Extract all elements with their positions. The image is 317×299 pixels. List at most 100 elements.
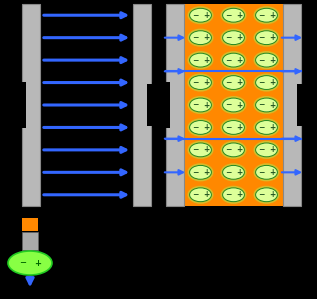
Ellipse shape <box>256 143 277 157</box>
Ellipse shape <box>190 143 211 157</box>
Text: −: − <box>258 123 264 132</box>
Text: + Lading: + Lading <box>12 86 22 124</box>
Text: −: − <box>225 78 231 87</box>
Ellipse shape <box>221 74 247 91</box>
Text: +: + <box>236 100 242 109</box>
Bar <box>22 4 40 206</box>
Ellipse shape <box>256 98 277 112</box>
Text: +: + <box>236 190 242 199</box>
Ellipse shape <box>254 96 280 114</box>
Ellipse shape <box>254 74 280 91</box>
Text: −: − <box>258 168 264 177</box>
Text: −: − <box>192 168 198 177</box>
Ellipse shape <box>188 51 213 69</box>
Text: +: + <box>269 190 275 199</box>
Ellipse shape <box>190 76 211 89</box>
Text: +: + <box>269 33 275 42</box>
Text: +: + <box>269 11 275 20</box>
Ellipse shape <box>254 118 280 136</box>
Ellipse shape <box>190 165 211 179</box>
Ellipse shape <box>221 186 247 204</box>
Ellipse shape <box>254 51 280 69</box>
Text: +: + <box>236 33 242 42</box>
Ellipse shape <box>254 186 280 204</box>
Ellipse shape <box>190 98 211 112</box>
Text: +: + <box>269 123 275 132</box>
Text: +: + <box>203 33 209 42</box>
Bar <box>283 4 301 206</box>
Text: −: − <box>225 190 231 199</box>
Bar <box>133 4 151 206</box>
Bar <box>166 4 184 206</box>
Ellipse shape <box>188 118 213 136</box>
Text: +: + <box>203 145 209 154</box>
Ellipse shape <box>223 31 244 45</box>
Text: + Lading: + Lading <box>157 86 165 124</box>
Ellipse shape <box>223 53 244 67</box>
Text: +: + <box>203 100 209 109</box>
Text: −: − <box>225 145 231 154</box>
Ellipse shape <box>188 141 213 159</box>
Text: +: + <box>269 78 275 87</box>
Ellipse shape <box>256 31 277 45</box>
Ellipse shape <box>223 188 244 202</box>
Ellipse shape <box>188 74 213 91</box>
Text: +: + <box>236 168 242 177</box>
Ellipse shape <box>221 141 247 159</box>
Text: −: − <box>192 33 198 42</box>
Ellipse shape <box>8 251 52 275</box>
Text: - Lading: - Lading <box>152 88 160 122</box>
Text: +: + <box>236 11 242 20</box>
Text: +: + <box>236 78 242 87</box>
Text: −: − <box>225 168 231 177</box>
Text: −: − <box>192 145 198 154</box>
Text: −: − <box>192 56 198 65</box>
Text: −: − <box>258 78 264 87</box>
Ellipse shape <box>223 76 244 89</box>
Ellipse shape <box>188 163 213 181</box>
Ellipse shape <box>190 53 211 67</box>
Text: −: − <box>192 100 198 109</box>
Text: +: + <box>203 168 209 177</box>
Bar <box>22 232 38 250</box>
Ellipse shape <box>256 188 277 202</box>
Text: +: + <box>269 56 275 65</box>
Ellipse shape <box>190 8 211 22</box>
Ellipse shape <box>256 120 277 134</box>
Ellipse shape <box>188 29 213 47</box>
Text: +: + <box>236 145 242 154</box>
Text: +: + <box>269 100 275 109</box>
Text: −: − <box>225 100 231 109</box>
Ellipse shape <box>223 143 244 157</box>
Text: −: − <box>19 259 26 268</box>
Ellipse shape <box>190 120 211 134</box>
Ellipse shape <box>256 76 277 89</box>
Text: −: − <box>258 11 264 20</box>
Text: - Lading: - Lading <box>301 88 310 122</box>
Text: −: − <box>258 100 264 109</box>
Bar <box>22 218 38 231</box>
Ellipse shape <box>221 163 247 181</box>
Ellipse shape <box>256 8 277 22</box>
Text: −: − <box>192 190 198 199</box>
Text: −: − <box>258 33 264 42</box>
Ellipse shape <box>221 6 247 24</box>
Ellipse shape <box>254 6 280 24</box>
Ellipse shape <box>223 120 244 134</box>
Ellipse shape <box>221 29 247 47</box>
Text: −: − <box>225 11 231 20</box>
Bar <box>184 4 283 206</box>
Text: +: + <box>34 259 41 268</box>
Ellipse shape <box>256 165 277 179</box>
Text: +: + <box>203 123 209 132</box>
Text: +: + <box>269 168 275 177</box>
Text: +: + <box>203 78 209 87</box>
Ellipse shape <box>190 31 211 45</box>
Text: −: − <box>192 123 198 132</box>
Ellipse shape <box>221 96 247 114</box>
Ellipse shape <box>190 188 211 202</box>
Text: +: + <box>203 190 209 199</box>
Text: +: + <box>269 145 275 154</box>
Ellipse shape <box>254 141 280 159</box>
Ellipse shape <box>254 163 280 181</box>
